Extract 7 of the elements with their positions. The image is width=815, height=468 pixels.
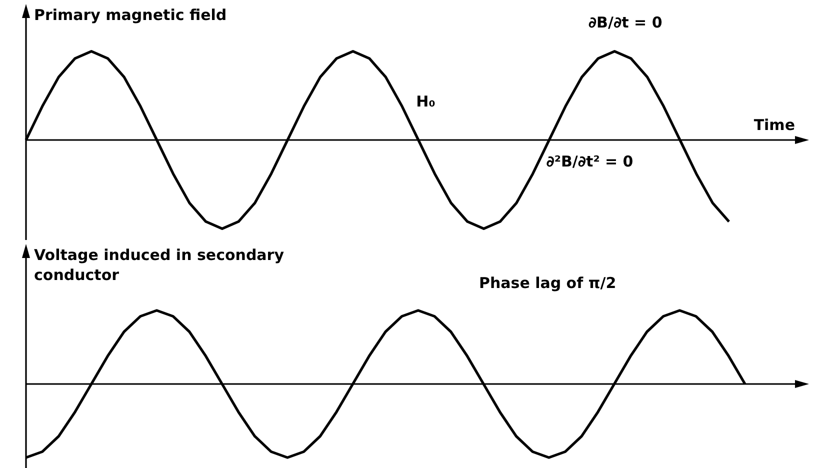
y-axis-title: Voltage induced in secondary conductor (34, 246, 284, 284)
text: ∂B/∂t = 0 (588, 13, 662, 32)
annotation: ∂²B/∂t² = 0 (546, 152, 634, 170)
annotation: H₀ (416, 92, 436, 110)
text: Phase lag of π/2 (478, 274, 616, 292)
x-axis-title: Time (754, 116, 795, 134)
y-axis-title: Primary magnetic field (34, 6, 227, 24)
